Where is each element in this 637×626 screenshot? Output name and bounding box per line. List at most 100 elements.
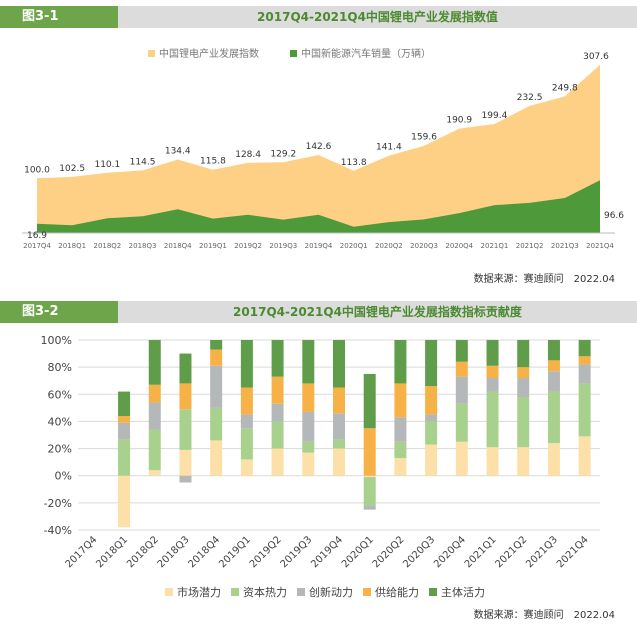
- bar-segment: [118, 391, 131, 416]
- x-tick-label: 2020Q1: [340, 242, 368, 250]
- bar-segment: [517, 397, 530, 448]
- series-area-1: [37, 180, 600, 233]
- bar-segment: [517, 367, 530, 378]
- bar-segment: [578, 364, 591, 384]
- x-tick-label: 2020Q4: [445, 242, 473, 250]
- bar-segment: [148, 429, 161, 471]
- bar-segment: [271, 340, 284, 377]
- panel2-title: 2017Q4-2021Q4中国锂电产业发展指数指标贡献度: [233, 305, 522, 319]
- legend-label: 主体活力: [441, 585, 485, 599]
- bar-segment: [455, 361, 468, 377]
- bar-segment: [394, 383, 407, 418]
- bar-segment: [179, 475, 192, 483]
- x-tick-label: 2017Q4: [64, 534, 100, 570]
- data-label: 128.4: [235, 150, 261, 160]
- data-label: 307.6: [583, 52, 609, 62]
- bar-segment: [148, 470, 161, 476]
- data-label: 134.4: [165, 147, 191, 157]
- bar-segment: [148, 402, 161, 430]
- bar-segment: [148, 384, 161, 403]
- panel1-tag: 图3-1: [0, 6, 118, 28]
- bar-segment: [486, 340, 499, 366]
- bar-segment: [455, 340, 468, 362]
- data-label: 110.1: [94, 160, 120, 170]
- bar-segment: [363, 505, 376, 510]
- y-tick-label: 40%: [48, 415, 72, 428]
- x-tick-label: 2018Q2: [125, 534, 161, 570]
- bar-segment: [547, 360, 560, 372]
- panel1-source: 数据来源：赛迪顾问 2022.04: [473, 274, 615, 285]
- y-tick-label: 0%: [55, 470, 72, 483]
- bar-segment: [240, 428, 253, 460]
- x-tick-label: 2018Q3: [129, 242, 157, 250]
- legend-swatch: [148, 50, 155, 57]
- chart2-stacked-bar-chart: 100%80%60%40%20%0%-20%-40%2017Q42018Q120…: [41, 334, 600, 599]
- chart1-area-chart: 中国锂电产业发展指数 中国新能源汽车销量（万辆） 100.0 102.5 110.1 11…: [22, 47, 624, 250]
- bar-segment: [455, 403, 468, 442]
- data-label: 115.8: [200, 157, 226, 167]
- x-tick-label: 2018Q1: [94, 534, 130, 570]
- data-label: 100.0: [24, 165, 50, 175]
- legend-swatch: [297, 588, 305, 596]
- x-tick-label: 2019Q4: [309, 534, 345, 570]
- bar-segment: [455, 376, 468, 404]
- bar-segment: [179, 449, 192, 476]
- x-tick-label: 2019Q1: [217, 534, 253, 570]
- bar-segment: [118, 422, 131, 440]
- legend-swatch: [231, 588, 239, 596]
- x-tick-label: 2018Q2: [93, 242, 121, 250]
- bar-segment: [394, 340, 407, 384]
- bar-segment: [179, 383, 192, 410]
- x-tick-label: 2019Q1: [199, 242, 227, 250]
- data-label: 159.6: [411, 133, 437, 143]
- data-label: 232.5: [517, 93, 543, 103]
- bar-segment: [486, 365, 499, 378]
- y-tick-label: 80%: [48, 361, 72, 374]
- bar-segment: [179, 353, 192, 384]
- x-tick-label: 2019Q2: [234, 242, 262, 250]
- x-tick-label: 2019Q2: [248, 534, 284, 570]
- x-tick-label: 2021Q3: [551, 242, 579, 250]
- x-tick-label: 2021Q1: [481, 242, 509, 250]
- x-tick-label: 2020Q4: [432, 534, 468, 570]
- bar-segment: [425, 414, 438, 422]
- bar-segment: [240, 459, 253, 476]
- legend-label: 供给能力: [375, 585, 419, 599]
- x-tick-label: 2021Q4: [586, 242, 614, 250]
- x-tick-label: 2021Q1: [463, 534, 499, 570]
- bar-segment: [333, 387, 345, 414]
- x-tick-label: 2019Q3: [269, 242, 297, 250]
- bar-segment: [302, 452, 315, 476]
- bar-segment: [363, 373, 376, 429]
- bar-segment: [578, 356, 591, 365]
- x-tick-label: 2018Q1: [58, 242, 86, 250]
- x-tick-label: 2021Q3: [524, 534, 560, 570]
- chart2-legend: 市场潜力 资本热力 创新动力 供给能力 主体活力: [165, 585, 485, 599]
- bar-segment: [118, 439, 131, 476]
- bar-segment: [333, 448, 345, 476]
- panel2-tag: 图3-2: [0, 301, 118, 323]
- bar-segment: [271, 403, 284, 422]
- bar-segment: [394, 441, 407, 459]
- bar-segment: [210, 365, 223, 408]
- bar-segment: [240, 414, 253, 429]
- bar-segment: [210, 440, 223, 476]
- x-tick-label: 2018Q4: [186, 534, 222, 570]
- legend-label: 中国新能源汽车销量（万辆）: [301, 47, 431, 60]
- bar-segment: [271, 376, 284, 404]
- data-label: 249.8: [552, 83, 578, 93]
- bar-segment: [517, 340, 530, 368]
- bar-segment: [118, 416, 131, 423]
- bar-segment: [547, 391, 560, 444]
- bar-segment: [455, 441, 468, 476]
- data-label: 16.9: [27, 231, 47, 241]
- x-tick-label: 2020Q3: [410, 242, 438, 250]
- bar-segment: [486, 391, 499, 448]
- data-label: 113.8: [341, 158, 367, 168]
- bar-segment: [547, 340, 560, 361]
- y-tick-label: 60%: [48, 388, 72, 401]
- bar-segment: [578, 340, 591, 357]
- legend-label: 市场潜力: [177, 585, 221, 599]
- bar-segment: [363, 477, 376, 506]
- data-label: 142.6: [306, 142, 332, 152]
